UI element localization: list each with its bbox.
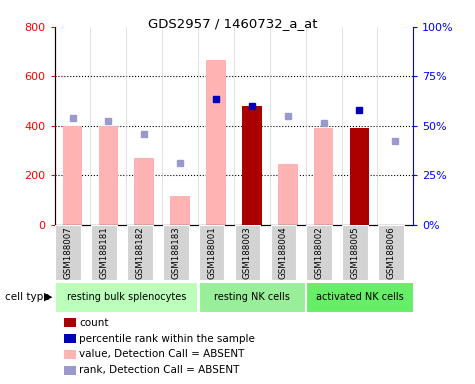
FancyBboxPatch shape — [91, 225, 117, 280]
FancyBboxPatch shape — [342, 225, 368, 280]
Bar — [242, 132, 262, 225]
FancyBboxPatch shape — [271, 225, 296, 280]
Bar — [170, 196, 190, 225]
Text: activated NK cells: activated NK cells — [315, 291, 403, 302]
Text: cell type: cell type — [5, 291, 49, 302]
Text: GDS2957 / 1460732_a_at: GDS2957 / 1460732_a_at — [148, 17, 317, 30]
Text: GSM188003: GSM188003 — [243, 226, 252, 279]
Text: GSM188181: GSM188181 — [100, 226, 108, 279]
Bar — [350, 185, 370, 225]
FancyBboxPatch shape — [235, 225, 260, 280]
FancyBboxPatch shape — [56, 225, 81, 280]
Bar — [134, 158, 154, 225]
Text: GSM188002: GSM188002 — [315, 226, 323, 279]
Text: GSM188183: GSM188183 — [171, 226, 180, 279]
Text: GSM188001: GSM188001 — [207, 226, 216, 279]
Text: GSM188006: GSM188006 — [387, 226, 395, 279]
FancyBboxPatch shape — [127, 225, 152, 280]
Text: GSM188005: GSM188005 — [351, 226, 360, 279]
Text: GSM188004: GSM188004 — [279, 226, 288, 279]
Bar — [63, 126, 83, 225]
Bar — [350, 128, 370, 225]
Bar — [278, 164, 298, 225]
FancyBboxPatch shape — [199, 281, 305, 312]
Text: resting NK cells: resting NK cells — [214, 291, 290, 302]
FancyBboxPatch shape — [56, 281, 197, 312]
Text: value, Detection Call = ABSENT: value, Detection Call = ABSENT — [79, 349, 245, 359]
Bar — [206, 60, 226, 225]
FancyBboxPatch shape — [199, 225, 224, 280]
Bar — [242, 106, 262, 225]
FancyBboxPatch shape — [163, 225, 189, 280]
Text: GSM188182: GSM188182 — [135, 226, 144, 279]
Text: ▶: ▶ — [44, 291, 52, 302]
FancyBboxPatch shape — [378, 225, 404, 280]
Text: GSM188007: GSM188007 — [64, 226, 73, 279]
FancyBboxPatch shape — [306, 225, 332, 280]
Text: resting bulk splenocytes: resting bulk splenocytes — [66, 291, 186, 302]
Bar — [98, 126, 118, 225]
Bar — [314, 128, 333, 225]
FancyBboxPatch shape — [306, 281, 412, 312]
Text: count: count — [79, 318, 109, 328]
Text: rank, Detection Call = ABSENT: rank, Detection Call = ABSENT — [79, 365, 240, 375]
Text: percentile rank within the sample: percentile rank within the sample — [79, 334, 255, 344]
